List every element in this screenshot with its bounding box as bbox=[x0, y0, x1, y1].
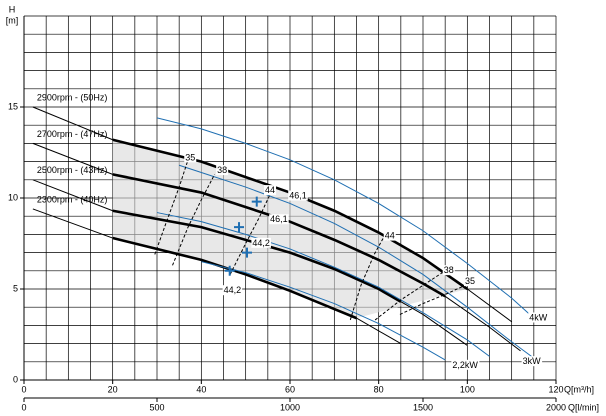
annotation: 38 bbox=[444, 265, 454, 275]
y-tick-label: 10 bbox=[8, 192, 18, 202]
x-tick-label: 120 bbox=[548, 384, 563, 394]
x2-tick-label: 0 bbox=[21, 402, 26, 412]
annotation-bg bbox=[528, 312, 549, 323]
annotation: 44,2 bbox=[252, 238, 270, 248]
annotation-bg bbox=[264, 185, 277, 196]
annotation: 46,1 bbox=[289, 191, 307, 201]
y-tick-label: 5 bbox=[13, 283, 18, 293]
efficiency-line bbox=[374, 270, 446, 321]
x-tick-label: 100 bbox=[460, 384, 475, 394]
curve bbox=[156, 212, 490, 357]
efficiency-line bbox=[349, 234, 386, 321]
efficiency-line bbox=[172, 174, 216, 266]
x2-tick-label: 1000 bbox=[280, 402, 300, 412]
annotation-bg bbox=[463, 276, 477, 287]
curve-label: 2900rpm - (50Hz) bbox=[37, 92, 108, 102]
curve bbox=[201, 261, 446, 361]
curve bbox=[112, 173, 446, 298]
x-tick-label: 40 bbox=[196, 384, 206, 394]
annotation-bg bbox=[521, 356, 543, 367]
annotation-bg bbox=[442, 265, 455, 276]
annotation-bg bbox=[269, 214, 289, 225]
annotation-bg bbox=[184, 152, 197, 163]
annotation-bg bbox=[288, 190, 308, 201]
annotation: 4kW bbox=[529, 312, 548, 322]
x-tick-label: 60 bbox=[285, 384, 295, 394]
curve bbox=[112, 209, 402, 303]
x-tick-label: 0 bbox=[21, 384, 26, 394]
annotation: 38 bbox=[217, 165, 227, 175]
annotation-bg bbox=[222, 285, 243, 296]
operating-range bbox=[112, 139, 468, 319]
bep-marker bbox=[241, 247, 252, 258]
curve-label: 2500rpm - (43Hz) bbox=[37, 165, 108, 175]
y-axis-unit: [m] bbox=[6, 15, 19, 25]
y-axis-label: H bbox=[9, 4, 16, 14]
y-tick-label: 0 bbox=[13, 374, 18, 384]
curve-label: 2300rpm - (40Hz) bbox=[37, 194, 108, 204]
x2-tick-label: 1500 bbox=[413, 402, 433, 412]
annotation: 2,2kW bbox=[452, 360, 478, 370]
bep-marker bbox=[251, 196, 262, 207]
efficiency-line bbox=[399, 284, 466, 315]
bep-marker bbox=[224, 265, 235, 276]
x-tick-label: 80 bbox=[374, 384, 384, 394]
x-tick-label: 20 bbox=[108, 384, 118, 394]
bep-marker bbox=[234, 222, 245, 233]
curve bbox=[112, 236, 357, 320]
x-axis-label: Q[m³/h] bbox=[564, 384, 594, 394]
annotation: 35 bbox=[185, 152, 195, 162]
curve bbox=[112, 138, 469, 291]
annotation-bg bbox=[216, 165, 229, 176]
curve bbox=[179, 164, 535, 359]
x2-axis-label: Q[l/min] bbox=[568, 402, 599, 412]
y-tick-label: 15 bbox=[8, 101, 18, 111]
curve-label: 2700rpm - (47Hz) bbox=[37, 129, 108, 139]
annotation: 3kW bbox=[523, 356, 542, 366]
x2-tick-label: 500 bbox=[149, 402, 164, 412]
efficiency-line bbox=[229, 194, 271, 275]
annotation: 44 bbox=[385, 231, 395, 241]
x2-tick-label: 2000 bbox=[546, 402, 566, 412]
annotation-bg bbox=[251, 237, 271, 248]
annotation: 46,1 bbox=[270, 214, 288, 224]
curve bbox=[156, 117, 535, 319]
annotation-bg bbox=[383, 230, 396, 241]
efficiency-line bbox=[154, 159, 189, 255]
annotation: 44,2 bbox=[224, 285, 242, 295]
annotation-bg bbox=[451, 359, 480, 370]
annotation: 35 bbox=[465, 276, 475, 286]
annotation: 44 bbox=[265, 185, 275, 195]
